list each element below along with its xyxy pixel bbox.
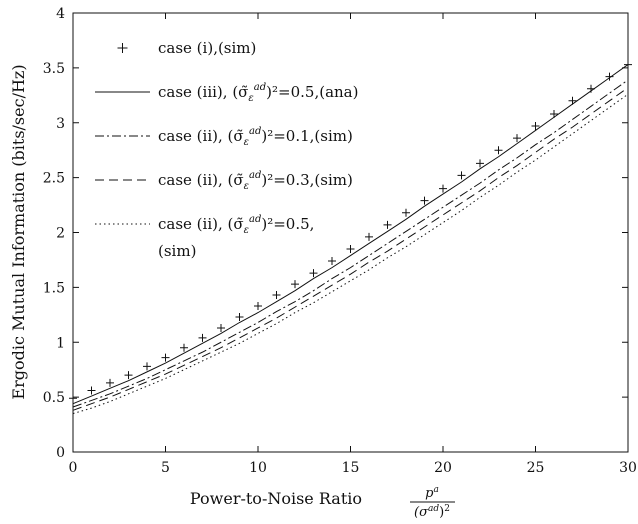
fraction-denominator: (σad)2 [414, 504, 450, 520]
plot-area [72, 12, 629, 453]
data-point [439, 184, 447, 193]
y-tick-label: 4 [56, 6, 65, 22]
data-point [568, 96, 577, 105]
axis-ticks: 0 5 10 15 20 25 30 0 0.5 1 1.5 2 2.5 3 3.5 4 [43, 6, 637, 476]
data-point [180, 343, 188, 352]
x-tick-label: 30 [619, 460, 637, 476]
legend-label: case (iii), (σ̃εad)²=0.5,(ana) [158, 82, 358, 104]
data-point [402, 208, 410, 217]
y-tick-label: 1.5 [43, 280, 65, 296]
data-point [328, 257, 336, 266]
series-layer [69, 60, 632, 415]
data-point [365, 232, 373, 241]
legend-label: case (ii), (σ̃εad)²=0.1,(sim) [158, 126, 353, 148]
data-point [383, 220, 392, 229]
x-axis-label: Power-to-Noise Ratio [190, 489, 362, 508]
legend-label-line2: (sim) [158, 242, 196, 260]
data-point [346, 244, 355, 253]
data-point [143, 362, 151, 371]
data-point [457, 171, 466, 180]
data-point [291, 280, 299, 289]
y-axis-label: Ergodic Mutual Information (bits/sec/Hz) [9, 64, 28, 399]
data-point [217, 323, 225, 332]
data-point [161, 353, 170, 362]
data-point [531, 122, 540, 131]
legend-marker [117, 43, 128, 53]
data-point [605, 72, 614, 81]
y-tick-label: 0 [56, 445, 65, 461]
data-point [309, 269, 318, 278]
data-point [513, 134, 521, 143]
data-point [69, 394, 77, 403]
x-axis-label-fraction: pa (σad)2 [410, 485, 455, 520]
data-point [254, 302, 262, 311]
legend-label: case (ii), (σ̃εad)²=0.5, [158, 214, 314, 236]
y-tick-label: 2 [56, 226, 65, 242]
x-tick-label: 5 [161, 460, 170, 476]
y-tick-label: 2.5 [43, 171, 65, 187]
legend: case (i),(sim) case (iii), (σ̃εad)²=0.5,(… [95, 39, 358, 260]
legend-label: case (i),(sim) [158, 39, 256, 57]
y-tick-label: 3.5 [43, 61, 65, 77]
series-line-dashdot [72, 79, 629, 408]
y-tick-label: 0.5 [43, 390, 65, 406]
x-tick-label: 20 [434, 460, 452, 476]
data-point [106, 378, 114, 387]
data-point [124, 371, 133, 380]
data-point [550, 109, 558, 118]
x-tick-label: 0 [69, 460, 78, 476]
x-tick-label: 25 [527, 460, 545, 476]
data-point [198, 333, 207, 342]
y-tick-label: 3 [56, 116, 65, 132]
data-point [476, 159, 484, 168]
data-point [87, 386, 96, 395]
y-tick-label: 1 [56, 335, 65, 351]
data-point [494, 146, 503, 155]
data-point [272, 291, 281, 300]
x-tick-label: 10 [249, 460, 267, 476]
data-point [235, 313, 244, 322]
fraction-numerator: pa [425, 485, 439, 501]
series-line-dotted [72, 93, 629, 415]
series-line-dashed [72, 87, 629, 411]
series-line-solid [72, 64, 629, 405]
legend-label: case (ii), (σ̃εad)²=0.3,(sim) [158, 170, 353, 192]
x-tick-label: 15 [342, 460, 360, 476]
data-point [420, 196, 429, 205]
series-markers-case-i [69, 60, 632, 403]
